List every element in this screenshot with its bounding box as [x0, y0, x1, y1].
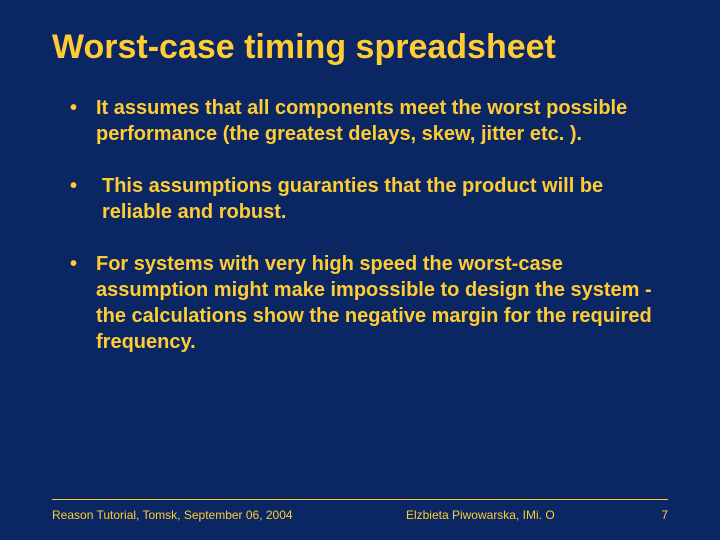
footer-left: Reason Tutorial, Tomsk, September 06, 20…: [52, 508, 293, 522]
bullet-item: This assumptions guaranties that the pro…: [70, 173, 668, 225]
slide: Worst-case timing spreadsheet It assumes…: [0, 0, 720, 540]
bullet-list: It assumes that all components meet the …: [52, 95, 668, 355]
footer-center: Elzbieta Piwowarska, IMi. O: [293, 508, 638, 522]
bullet-text: It assumes that all components meet the …: [96, 95, 668, 147]
bullet-item: For systems with very high speed the wor…: [70, 251, 668, 355]
bullet-item: It assumes that all components meet the …: [70, 95, 668, 147]
slide-title: Worst-case timing spreadsheet: [52, 28, 668, 67]
footer-page-number: 7: [638, 508, 668, 522]
footer: Reason Tutorial, Tomsk, September 06, 20…: [52, 508, 668, 522]
bullet-text: This assumptions guaranties that the pro…: [96, 173, 668, 225]
bullet-text: For systems with very high speed the wor…: [96, 251, 668, 355]
footer-divider: [52, 499, 668, 500]
